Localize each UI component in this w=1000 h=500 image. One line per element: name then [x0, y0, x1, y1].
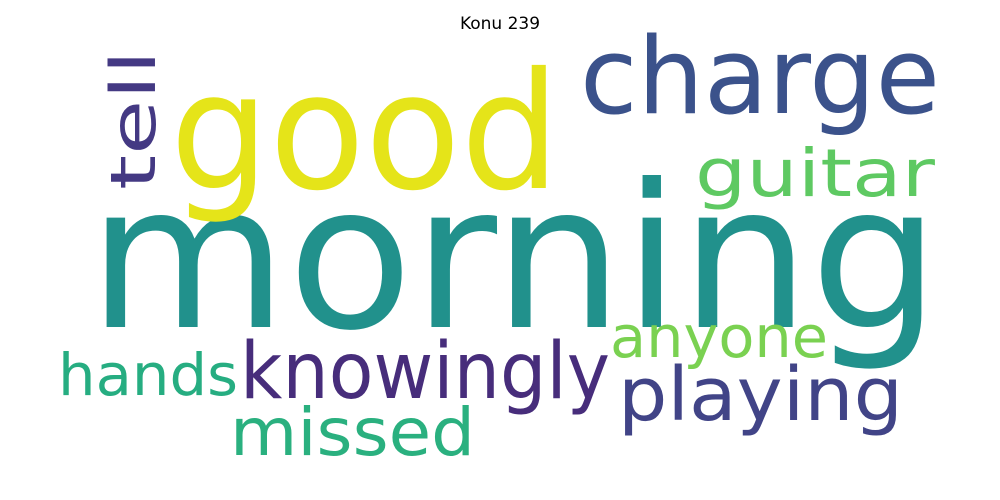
cloud-title: Konu 239: [460, 14, 540, 34]
word-tell: tell: [97, 50, 170, 190]
word-missed: missed: [230, 394, 475, 471]
word-playing: playing: [618, 352, 903, 438]
word-good: good: [170, 39, 560, 227]
word-guitar: guitar: [695, 135, 936, 212]
word-morning: morning: [88, 142, 940, 375]
word-charge: charge: [580, 15, 940, 138]
word-hands: hands: [58, 341, 238, 409]
word-knowingly: knowingly: [240, 327, 610, 417]
word-anyone: anyone: [610, 303, 828, 371]
